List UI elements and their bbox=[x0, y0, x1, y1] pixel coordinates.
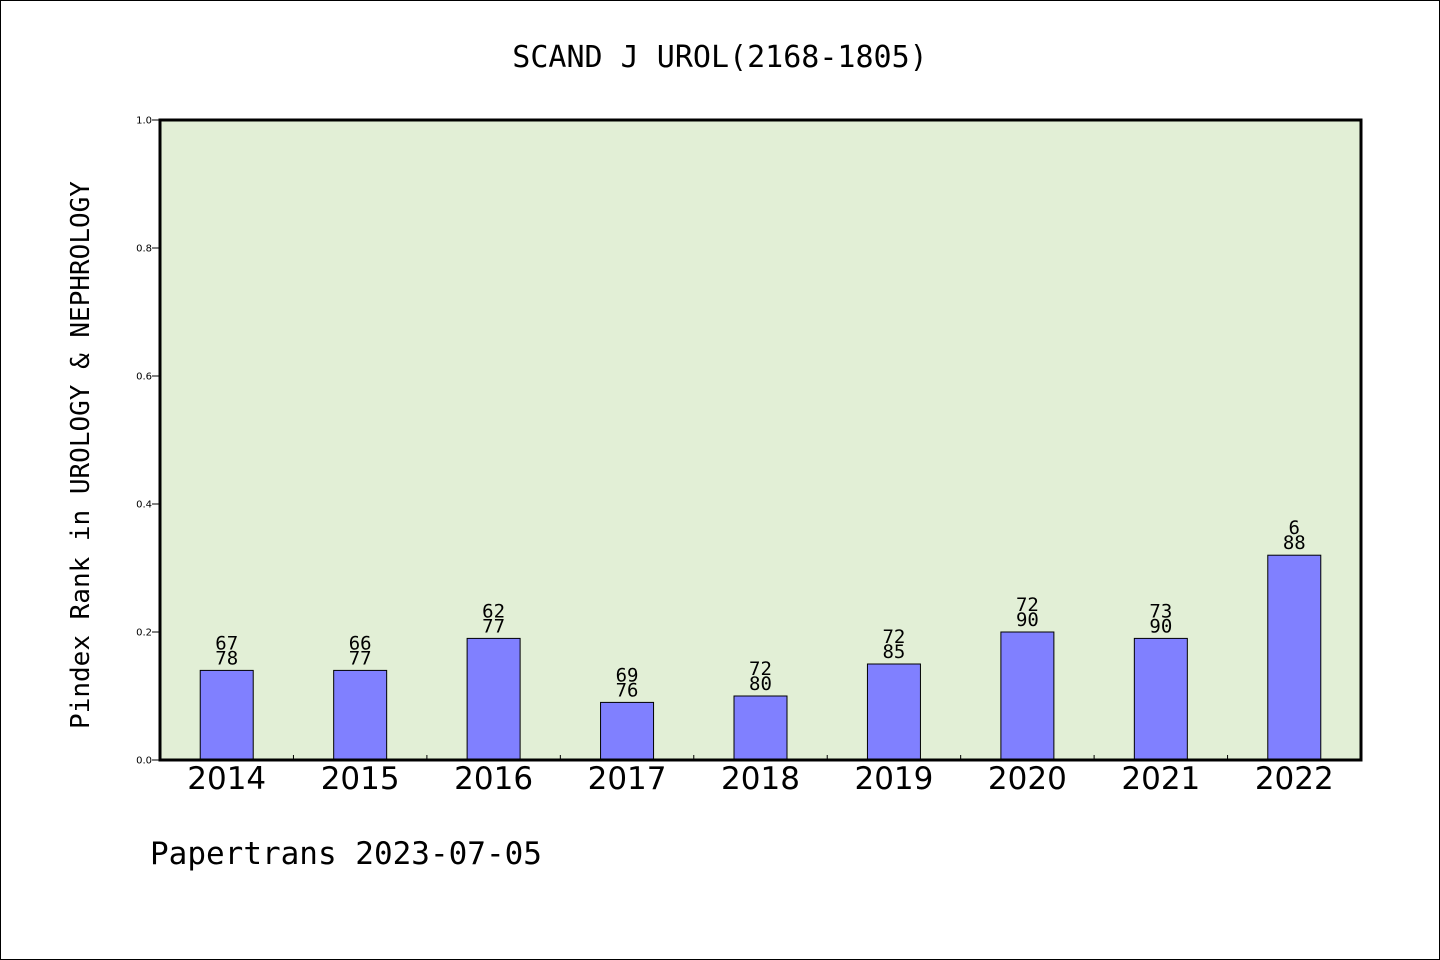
y-tick-label: 0.2 bbox=[136, 628, 152, 639]
data-label-top: 72 bbox=[1016, 594, 1039, 616]
bar-2020 bbox=[1000, 631, 1055, 761]
data-label-bottom: 90 bbox=[1149, 615, 1172, 637]
plot-border bbox=[158, 118, 1363, 762]
labels-layer: 0.00.20.40.60.81.02014677820156677201662… bbox=[136, 116, 1334, 798]
x-tick-label: 2017 bbox=[588, 761, 667, 797]
bar-2015 bbox=[333, 669, 388, 761]
data-label-top: 72 bbox=[749, 658, 772, 680]
x-tick-label: 2015 bbox=[321, 761, 400, 797]
data-label-bottom: 90 bbox=[1016, 609, 1039, 631]
x-tick-label: 2021 bbox=[1121, 761, 1200, 797]
y-tick-label: 1.0 bbox=[136, 116, 152, 127]
y-tick-label: 0.0 bbox=[136, 756, 152, 767]
data-label-bottom: 77 bbox=[482, 615, 505, 637]
data-label-bottom: 77 bbox=[349, 647, 372, 669]
chart-title: SCAND J UROL(2168-1805) bbox=[512, 40, 927, 75]
data-label-top: 6 bbox=[1289, 517, 1300, 539]
x-tick-label: 2016 bbox=[454, 761, 533, 797]
data-label-bottom: 80 bbox=[749, 673, 772, 695]
bar-2022 bbox=[1267, 554, 1322, 761]
data-label-top: 67 bbox=[215, 632, 238, 654]
x-tick-label: 2019 bbox=[854, 761, 933, 797]
x-tick-label: 2020 bbox=[988, 761, 1067, 797]
data-label-bottom: 78 bbox=[215, 647, 238, 669]
bar-2017 bbox=[600, 701, 655, 761]
y-tick-label: 0.6 bbox=[136, 372, 152, 383]
bar-2019 bbox=[866, 663, 921, 761]
data-label-top: 62 bbox=[482, 600, 505, 622]
data-label-top: 66 bbox=[349, 632, 372, 654]
footer-text: Papertrans 2023-07-05 bbox=[150, 836, 542, 872]
data-label-top: 69 bbox=[616, 664, 639, 686]
bar-2014 bbox=[199, 669, 254, 761]
data-label-bottom: 85 bbox=[882, 641, 905, 663]
x-tick-label: 2018 bbox=[721, 761, 800, 797]
x-tick-label: 2014 bbox=[187, 761, 266, 797]
bar-2016 bbox=[466, 637, 521, 761]
x-tick-label: 2022 bbox=[1255, 761, 1334, 797]
bar-2018 bbox=[733, 695, 788, 761]
data-label-top: 73 bbox=[1149, 600, 1172, 622]
y-tick-label: 0.4 bbox=[136, 500, 152, 511]
data-label-bottom: 88 bbox=[1283, 532, 1306, 554]
data-label-bottom: 76 bbox=[616, 679, 639, 701]
y-tick-label: 0.8 bbox=[136, 244, 152, 255]
data-label-top: 72 bbox=[882, 626, 905, 648]
y-axis-label: Pindex Rank in UROLOGY & NEPHROLOGY bbox=[66, 181, 96, 729]
bars-layer bbox=[199, 554, 1322, 761]
bar-2021 bbox=[1133, 637, 1188, 761]
